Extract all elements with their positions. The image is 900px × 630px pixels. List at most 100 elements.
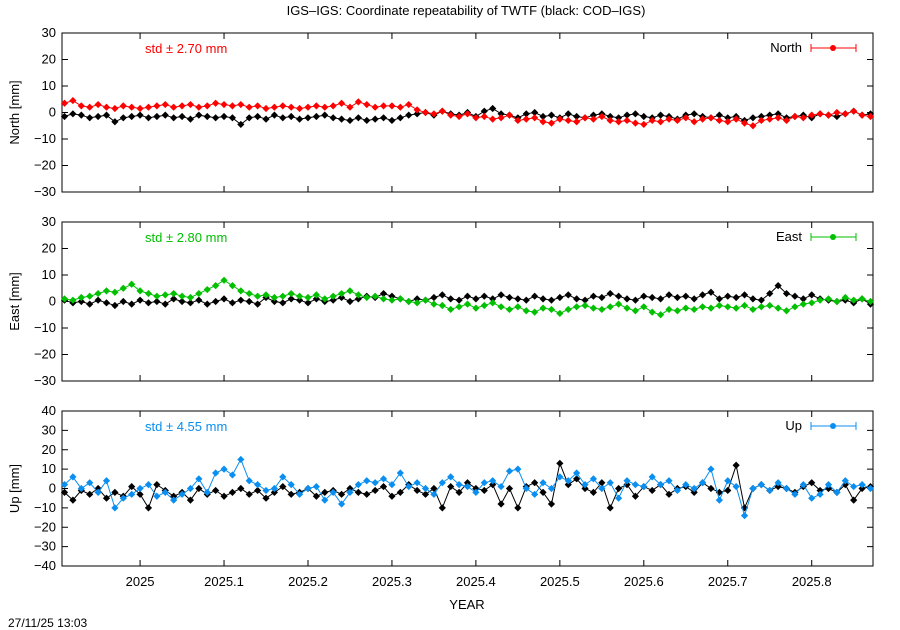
data-point	[405, 297, 413, 306]
data-point	[615, 484, 623, 493]
data-point	[237, 287, 245, 295]
data-point	[648, 486, 656, 495]
legend-label: Up	[785, 418, 802, 433]
data-point	[715, 116, 723, 125]
data-point	[254, 486, 262, 495]
data-point	[430, 293, 438, 302]
data-point	[321, 488, 329, 496]
data-point	[396, 114, 404, 122]
data-point	[144, 481, 153, 489]
data-point	[623, 304, 631, 312]
data-point	[547, 305, 556, 314]
data-point	[170, 289, 178, 298]
data-point	[824, 295, 833, 303]
x-tick-label: 2025.8	[792, 574, 832, 589]
data-point	[77, 484, 85, 493]
data-point	[195, 103, 203, 111]
data-point	[766, 486, 774, 495]
data-point	[463, 479, 472, 487]
data-point	[791, 112, 799, 121]
data-point	[724, 303, 732, 311]
data-point	[136, 296, 144, 304]
data-point	[447, 482, 455, 491]
data-point	[640, 120, 648, 129]
data-point	[245, 477, 253, 485]
data-point	[673, 486, 681, 495]
data-point	[388, 492, 396, 500]
data-point	[237, 455, 245, 464]
std-label-north: std ± 2.70 mm	[145, 41, 227, 56]
y-tick-label: −40	[34, 558, 56, 573]
data-point	[698, 291, 707, 299]
data-point	[833, 297, 841, 306]
data-point	[119, 114, 127, 122]
data-point	[850, 496, 858, 504]
data-point	[866, 297, 875, 306]
data-point	[799, 114, 807, 122]
data-point	[312, 482, 320, 491]
data-point	[421, 490, 430, 498]
data-point	[497, 291, 505, 299]
data-point	[279, 299, 287, 307]
data-point	[505, 305, 514, 314]
data-point	[337, 490, 346, 498]
data-point	[337, 99, 346, 107]
data-point	[86, 103, 94, 111]
data-point	[111, 488, 119, 496]
data-point	[212, 486, 220, 495]
data-point	[682, 481, 690, 489]
data-point	[245, 114, 253, 122]
data-point	[623, 295, 631, 303]
data-point	[774, 114, 782, 122]
data-point	[195, 289, 203, 298]
data-point	[379, 295, 388, 303]
data-point	[128, 112, 136, 121]
data-point	[270, 293, 279, 302]
data-point	[77, 293, 85, 302]
data-point	[287, 103, 295, 111]
data-point	[640, 292, 648, 300]
data-point	[539, 304, 547, 312]
data-point	[178, 292, 186, 300]
data-point	[354, 114, 362, 122]
data-point	[220, 100, 228, 109]
data-point	[86, 114, 94, 122]
y-tick-label: 0	[49, 294, 56, 309]
data-point	[665, 115, 673, 123]
y-tick-label: −10	[34, 131, 56, 146]
data-point	[556, 115, 564, 123]
y-tick-label: 20	[42, 241, 56, 256]
legend-marker	[830, 423, 836, 429]
data-point	[379, 475, 388, 483]
data-point	[841, 293, 849, 302]
data-point	[631, 492, 640, 500]
data-point	[581, 301, 589, 310]
data-point	[119, 102, 127, 110]
data-point	[648, 473, 656, 481]
data-point	[690, 488, 698, 496]
data-point	[430, 300, 438, 308]
data-point	[564, 481, 572, 489]
data-point	[715, 496, 723, 504]
data-point	[522, 110, 530, 118]
data-point	[463, 110, 472, 118]
data-point	[740, 512, 749, 520]
data-point	[615, 292, 623, 300]
data-point	[220, 492, 228, 500]
x-tick-label: 2025.5	[540, 574, 580, 589]
data-point	[295, 115, 304, 123]
data-point	[581, 296, 589, 304]
data-point	[405, 111, 413, 119]
data-point	[598, 293, 606, 302]
data-point	[455, 481, 463, 489]
data-point	[371, 292, 379, 300]
data-point	[489, 477, 497, 485]
data-point	[186, 115, 195, 123]
y-tick-label: −10	[34, 320, 56, 335]
data-point	[128, 482, 136, 491]
data-point	[388, 102, 396, 110]
data-point	[766, 115, 774, 123]
data-point	[245, 289, 253, 298]
data-point	[573, 118, 581, 126]
